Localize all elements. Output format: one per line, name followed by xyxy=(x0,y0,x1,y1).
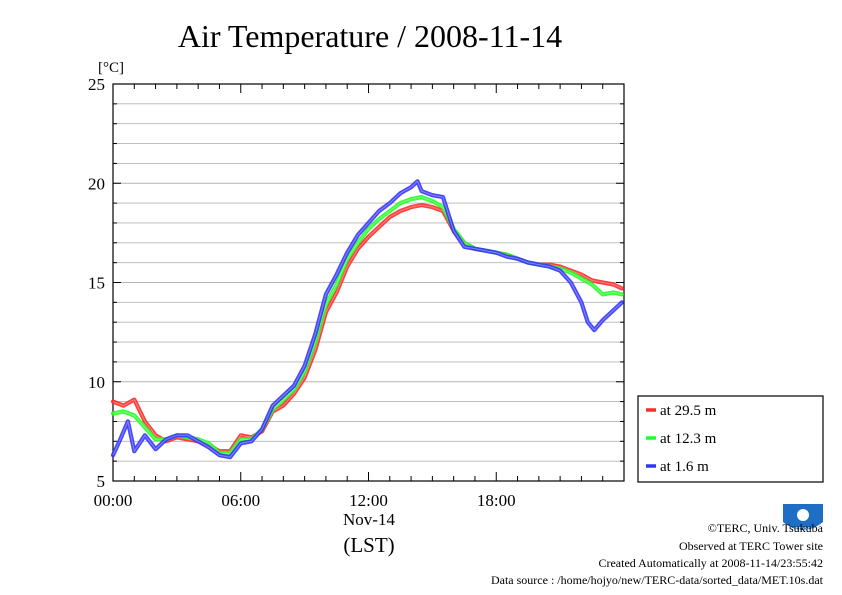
footer-created: Created Automatically at 2008-11-14/23:5… xyxy=(598,556,823,570)
y-axis-unit: [°C] xyxy=(98,60,124,76)
x-tick-labels: 00:00 06:00 12:00 18:00 xyxy=(94,491,516,510)
footer: ©TERC, Univ. Tsukuba Observed at TERC To… xyxy=(491,521,824,587)
series-line-highlight xyxy=(112,204,623,452)
y-tick-labels: 5 10 15 20 25 xyxy=(88,75,105,491)
logo-drop-icon xyxy=(797,509,809,521)
axis-ticks xyxy=(112,83,625,482)
legend-box xyxy=(637,395,824,483)
y-tick-label: 15 xyxy=(88,274,105,293)
legend-label: at 12.3 m xyxy=(660,431,717,447)
series-line xyxy=(110,203,625,454)
footer-copyright: ©TERC, Univ. Tsukuba xyxy=(708,521,824,535)
x-tick-label: 06:00 xyxy=(221,491,260,510)
legend-label: at 29.5 m xyxy=(660,403,717,419)
x-tick-label: 12:00 xyxy=(349,491,388,510)
y-tick-label: 10 xyxy=(88,373,105,392)
footer-source: Data source : /home/hojyo/new/TERC-data/… xyxy=(491,573,824,587)
series-line-highlight xyxy=(112,180,623,458)
x-axis-date-label: Nov-14 xyxy=(343,510,395,529)
footer-observed: Observed at TERC Tower site xyxy=(679,539,823,553)
logo-text: TERC xyxy=(794,526,812,534)
chart-title: Air Temperature / 2008-11-14 xyxy=(178,18,562,54)
y-tick-label: 5 xyxy=(97,472,106,491)
x-axis-label: (LST) xyxy=(343,533,394,557)
x-tick-label: 00:00 xyxy=(94,491,133,510)
terc-logo: TERC xyxy=(783,504,823,534)
y-tick-label: 20 xyxy=(88,174,105,193)
series-line xyxy=(110,179,625,460)
grid-lines xyxy=(113,103,624,462)
series-lines xyxy=(110,179,625,460)
legend: at 29.5 m at 12.3 m at 1.6 m xyxy=(637,395,824,483)
x-tick-label: 18:00 xyxy=(477,491,516,510)
legend-label: at 1.6 m xyxy=(660,459,709,475)
y-tick-label: 25 xyxy=(88,75,105,94)
